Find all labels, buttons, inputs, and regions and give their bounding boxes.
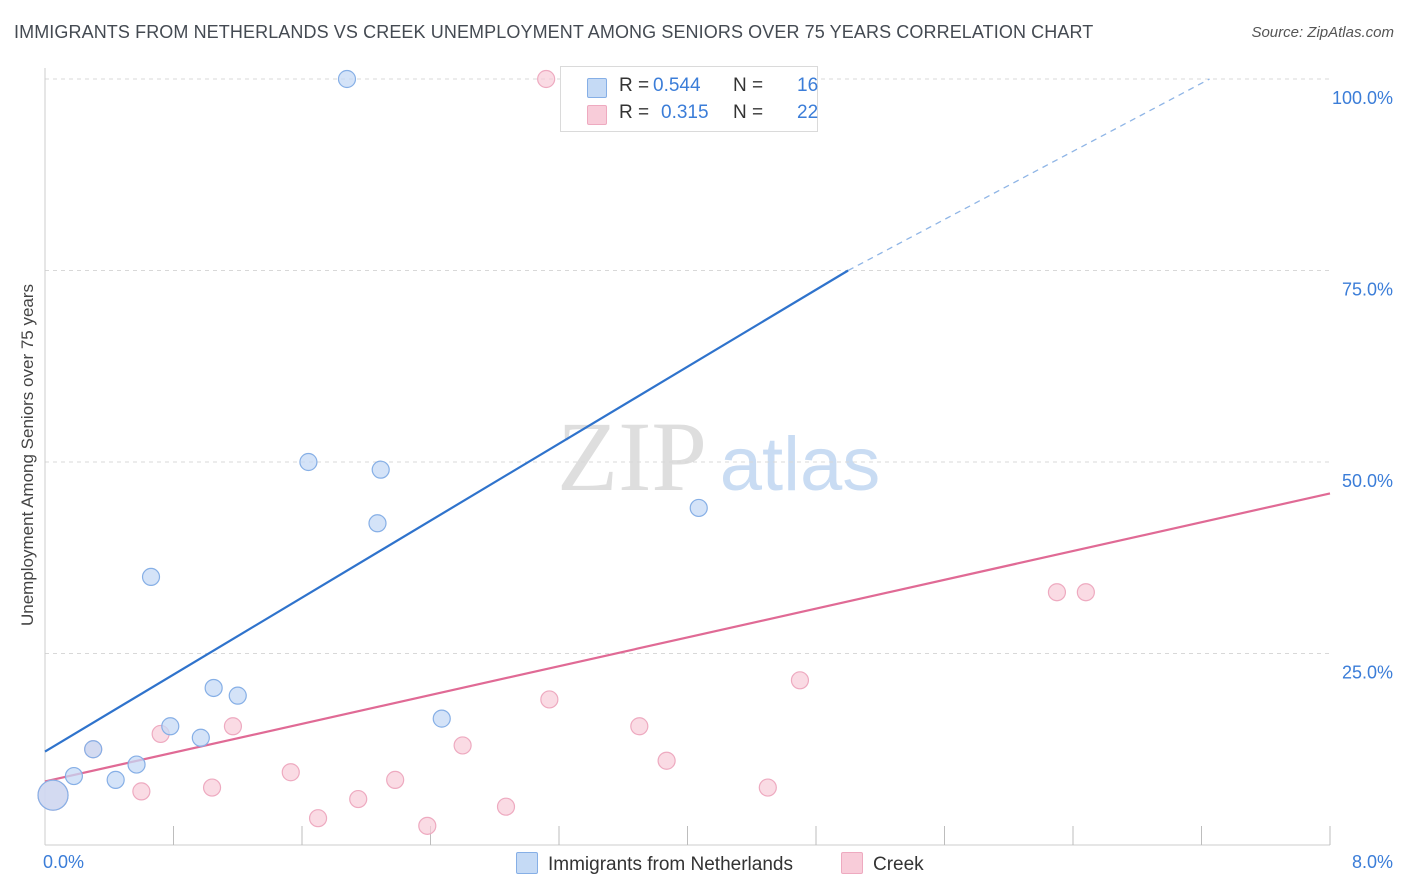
point-creek (418, 816, 437, 835)
bottom-legend-creek: Creek (841, 852, 924, 876)
point-creek (386, 770, 405, 789)
trend-line-netherlands-extension (847, 78, 1210, 272)
source-label: Source: ZipAtlas.com (1251, 24, 1394, 41)
point-creek (453, 736, 472, 755)
axes (44, 68, 1331, 846)
legend-swatch-pink (587, 105, 607, 125)
y-tick-label: 100.0% (1332, 88, 1393, 108)
point-netherlands (299, 452, 318, 472)
bottom-legend-label: Creek (873, 854, 924, 875)
trend-line-creek (44, 492, 1331, 783)
point-netherlands (368, 514, 387, 533)
point-netherlands (337, 69, 357, 89)
legend-n-label: N = (733, 75, 764, 96)
point-creek (790, 671, 810, 690)
point-netherlands (106, 770, 125, 789)
point-creek (540, 690, 559, 709)
point-creek (223, 717, 243, 736)
point-creek (630, 717, 649, 736)
y-tick-label: 50.0% (1342, 471, 1393, 491)
legend-swatch-blue (587, 78, 607, 98)
point-creek (349, 789, 368, 809)
y-tick-label: 75.0% (1342, 280, 1393, 300)
x-tick-label-min: 0.0% (43, 852, 85, 872)
point-creek (281, 763, 300, 782)
point-netherlands (127, 755, 146, 774)
legend-r-label: R = (619, 75, 650, 96)
point-creek (1076, 583, 1095, 602)
legend-n-value: 16 (797, 75, 819, 96)
point-creek (308, 809, 328, 828)
legend-r-label: R = (619, 102, 650, 123)
legend-r-value: 0.544 (653, 75, 701, 96)
point-creek (537, 69, 556, 89)
bottom-legend-label: Immigrants from Netherlands (548, 854, 793, 875)
point-netherlands (204, 678, 223, 698)
point-netherlands (37, 779, 69, 811)
point-netherlands (64, 766, 84, 786)
trend-lines (44, 78, 1331, 783)
x-tick-label-max: 8.0% (1351, 852, 1393, 872)
point-netherlands (432, 709, 451, 728)
legend-n-value: 22 (797, 102, 819, 123)
bottom-legend-swatch-pink (841, 852, 863, 874)
legend-n-label: N = (733, 102, 764, 123)
point-netherlands (161, 717, 180, 736)
stats-legend: R = 0.544 N = 16 R = 0.315 N = 22 (560, 66, 818, 132)
watermark-zip: ZIP (557, 401, 707, 512)
bottom-legend-netherlands: Immigrants from Netherlands (516, 852, 793, 876)
point-netherlands (191, 728, 210, 747)
point-netherlands (141, 567, 161, 587)
point-netherlands (689, 498, 708, 518)
y-tick-label: 25.0% (1342, 663, 1393, 683)
data-points (37, 69, 1095, 835)
point-netherlands (371, 460, 390, 479)
point-netherlands (84, 740, 103, 759)
point-creek (132, 782, 151, 801)
point-netherlands (228, 686, 247, 705)
watermark-atlas: atlas (720, 422, 881, 507)
watermark: ZIP atlas (557, 401, 880, 512)
point-creek (202, 778, 222, 797)
point-creek (657, 751, 676, 770)
chart-title: IMMIGRANTS FROM NETHERLANDS VS CREEK UNE… (14, 22, 1094, 42)
trend-line-netherlands (44, 269, 849, 753)
bottom-legend-swatch-blue (516, 852, 538, 874)
point-creek (758, 778, 777, 797)
y-tick-labels: 25.0% 50.0% 75.0% 100.0% (1332, 88, 1393, 683)
legend-r-value: 0.315 (661, 102, 709, 123)
point-creek (1047, 583, 1067, 602)
point-creek (496, 797, 516, 816)
